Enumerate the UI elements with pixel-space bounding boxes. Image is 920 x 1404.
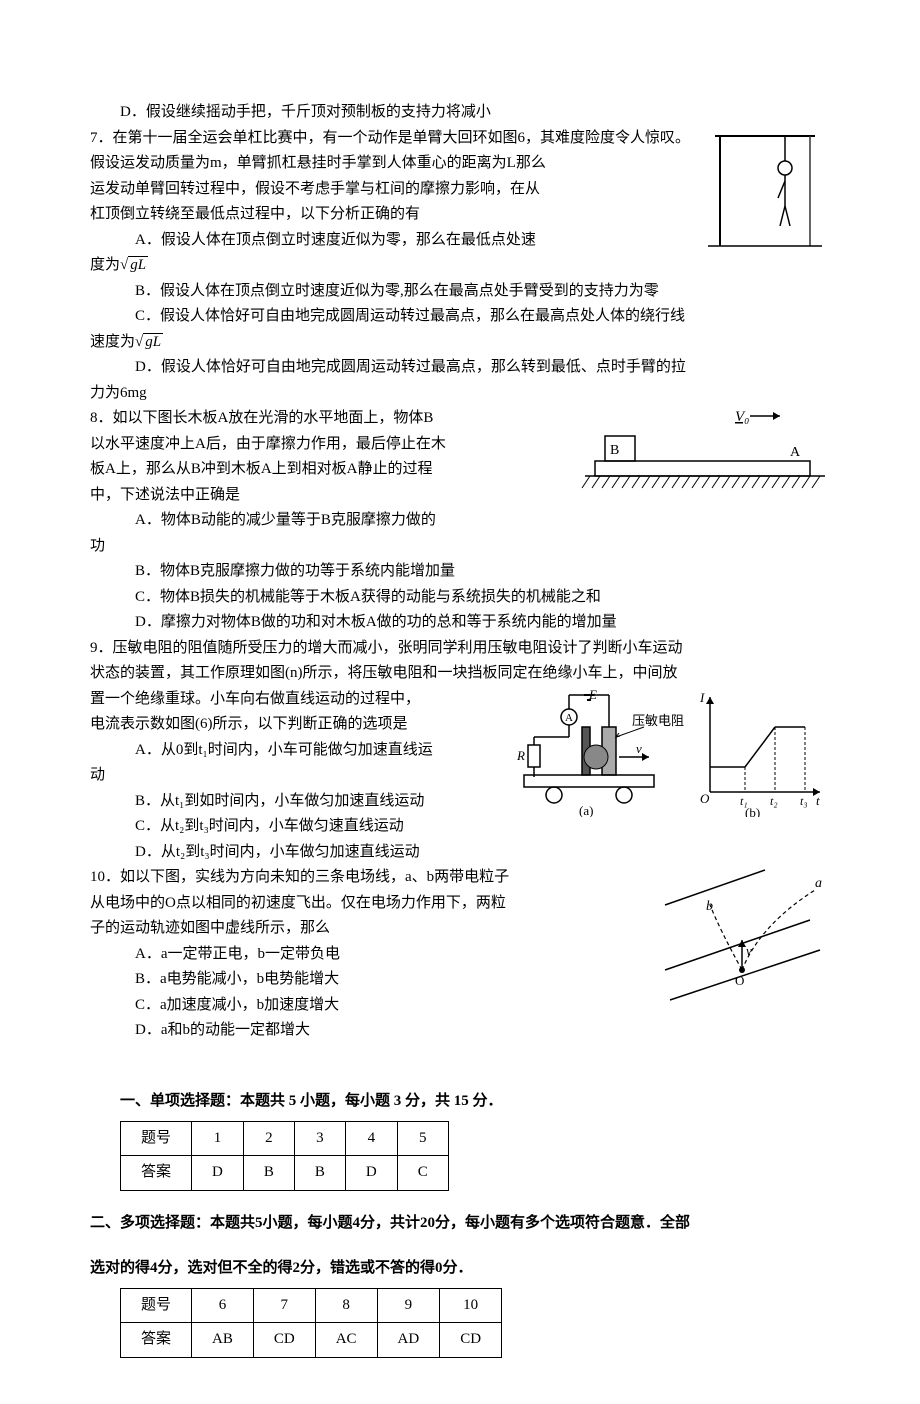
document-content: D．假设继续摇动手把，千斤顶对预制板的支持力将减小 7．在第十一届全运会单杠比赛… bbox=[90, 100, 830, 1358]
ans2-num-1: 6 bbox=[192, 1288, 254, 1323]
ans2-title-l1: 二、多项选择题：本题共5小题，每小题4分，共计20分，每小题有多个选项符合题意．… bbox=[90, 1211, 830, 1237]
ans1-header: 题号 bbox=[121, 1121, 192, 1156]
q8-figure: V₀ B A bbox=[580, 406, 830, 506]
ans1-val-5: C bbox=[397, 1156, 448, 1191]
q9-fig-t-label: t bbox=[816, 793, 820, 808]
ans2-val-4: AD bbox=[377, 1323, 440, 1358]
table-row: 答案 AB CD AC AD CD bbox=[121, 1323, 502, 1358]
q7-opt-a-post: 度为√gL bbox=[90, 253, 830, 279]
ans2-val-5: CD bbox=[440, 1323, 502, 1358]
table-row: 答案 D B B D C bbox=[121, 1156, 449, 1191]
q10-fig-o-label: O bbox=[735, 973, 744, 988]
q7-c-rad: gL bbox=[143, 333, 163, 350]
q9-fig-cap-b: (b) bbox=[745, 805, 760, 817]
q9-fig-a: E A R 压敏电阻 bbox=[514, 687, 684, 817]
q7-figure bbox=[700, 126, 830, 256]
ans1-num-2: 2 bbox=[243, 1121, 294, 1156]
q9-fig-piezoresistor-label: 压敏电阻 bbox=[632, 713, 684, 728]
q7-opt-d-l2: 力为6mg bbox=[90, 381, 830, 407]
ans2-title-l2: 选对的得4分，选对但不全的得2分，错选或不答的得0分． bbox=[90, 1256, 830, 1282]
ans2-val-3: AC bbox=[315, 1323, 377, 1358]
table-row: 题号 1 2 3 4 5 bbox=[121, 1121, 449, 1156]
ans2-ans-header: 答案 bbox=[121, 1323, 192, 1358]
q9-fig-t2: t₂ bbox=[770, 794, 778, 808]
q9-opt-c: C．从t₂到t₃时间内，小车做匀速直线运动 bbox=[90, 814, 830, 840]
q8-fig-b-label: B bbox=[610, 443, 619, 458]
q7-opt-c-pre: C．假设人体恰好可自由地完成圆周运动转过最高点，那么在最高点处人体的绕行线 bbox=[90, 304, 830, 330]
q10-fig-a-label: a bbox=[815, 876, 822, 891]
ans1-num-3: 3 bbox=[294, 1121, 345, 1156]
q9-fig-r-label: R bbox=[516, 748, 525, 763]
q8-opt-d: D．摩擦力对物体B做的功和对木板A做的功的总和等于系统内能的增加量 bbox=[90, 610, 830, 636]
sqrt-icon: √gL bbox=[135, 333, 163, 350]
sqrt-icon: √gL bbox=[120, 256, 148, 273]
ans1-val-3: B bbox=[294, 1156, 345, 1191]
q9-opt-d: D．从t₂到t₃时间内，小车做匀加速直线运动 bbox=[90, 840, 830, 866]
q6-opt-d: D．假设继续摇动手把，千斤顶对预制板的支持力将减小 bbox=[90, 100, 830, 126]
q9-figures: E A R 压敏电阻 bbox=[514, 687, 830, 817]
q9-fig-o-label: O bbox=[700, 791, 710, 806]
ans2-val-1: AB bbox=[192, 1323, 254, 1358]
q9-stem-l2: 状态的装置，其工作原理如图(n)所示，将压敏电阻和一块挡板同定在绝缘小车上，中间… bbox=[90, 661, 830, 687]
q8-opt-c: C．物体B损失的机械能等于木板A获得的动能与系统损失的机械能之和 bbox=[90, 585, 830, 611]
q10-opt-d: D．a和b的动能一定都增大 bbox=[90, 1018, 830, 1044]
ans2-num-3: 8 bbox=[315, 1288, 377, 1323]
ans1-num-1: 1 bbox=[192, 1121, 244, 1156]
q7-opt-c-post: 速度为√gL bbox=[90, 330, 830, 356]
q7-opt-b: B．假设人体在顶点倒立时速度近似为零,那么在最高点处手臂受到的支持力为零 bbox=[90, 279, 830, 305]
ans1-num-5: 5 bbox=[397, 1121, 448, 1156]
ans1-title: 一、单项选择题：本题共 5 小题，每小题 3 分，共 15 分． bbox=[90, 1089, 830, 1115]
ans1-num-4: 4 bbox=[345, 1121, 397, 1156]
q9-stem-l1: 9．压敏电阻的阻值随所受压力的增大而减小，张明同学利用压敏电阻设计了判断小车运动 bbox=[90, 636, 830, 662]
table-row: 题号 6 7 8 9 10 bbox=[121, 1288, 502, 1323]
q9-fig-ammeter-label: A bbox=[565, 712, 573, 724]
q9-fig-v-label: v bbox=[636, 741, 642, 756]
q8-opt-a-l1: A．物体B动能的减少量等于B克服摩擦力做的 bbox=[90, 508, 830, 534]
ans1-val-2: B bbox=[243, 1156, 294, 1191]
ans1-table: 题号 1 2 3 4 5 答案 D B B D C bbox=[120, 1121, 449, 1191]
q8-opt-b: B．物体B克服摩擦力做的功等于系统内能增加量 bbox=[90, 559, 830, 585]
ans1-val-1: D bbox=[192, 1156, 244, 1191]
q10-figure: a b v O bbox=[660, 865, 830, 1005]
q8-fig-v0: V₀ bbox=[735, 409, 749, 425]
ans2-num-5: 10 bbox=[440, 1288, 502, 1323]
q8-fig-a-label: A bbox=[790, 445, 801, 460]
q9-fig-i-label: I bbox=[699, 690, 705, 705]
q10-fig-v-label: v bbox=[746, 943, 752, 958]
ans2-table: 题号 6 7 8 9 10 答案 AB CD AC AD CD bbox=[120, 1288, 502, 1358]
q10-fig-b-label: b bbox=[706, 899, 713, 914]
ans2-num-4: 9 bbox=[377, 1288, 440, 1323]
q7-opt-d-l1: D．假设人体恰好可自由地完成圆周运动转过最高点，那么转到最低、点时手臂的拉 bbox=[90, 355, 830, 381]
ans2-val-2: CD bbox=[253, 1323, 315, 1358]
q8-opt-a-l2: 功 bbox=[90, 534, 830, 560]
q7-a-post-text: 度为 bbox=[90, 257, 120, 273]
ans1-ans-header: 答案 bbox=[121, 1156, 192, 1191]
q9-fig-t3: t₃ bbox=[800, 794, 808, 808]
q7-a-rad: gL bbox=[128, 256, 148, 273]
ans2-header: 题号 bbox=[121, 1288, 192, 1323]
ans1-val-4: D bbox=[345, 1156, 397, 1191]
q9-fig-b: I t O t₁ t₂ t₃ (b) bbox=[690, 687, 830, 817]
q9-fig-cap-a: (a) bbox=[579, 803, 593, 817]
ans2-num-2: 7 bbox=[253, 1288, 315, 1323]
q7-c-post-text: 速度为 bbox=[90, 334, 135, 350]
